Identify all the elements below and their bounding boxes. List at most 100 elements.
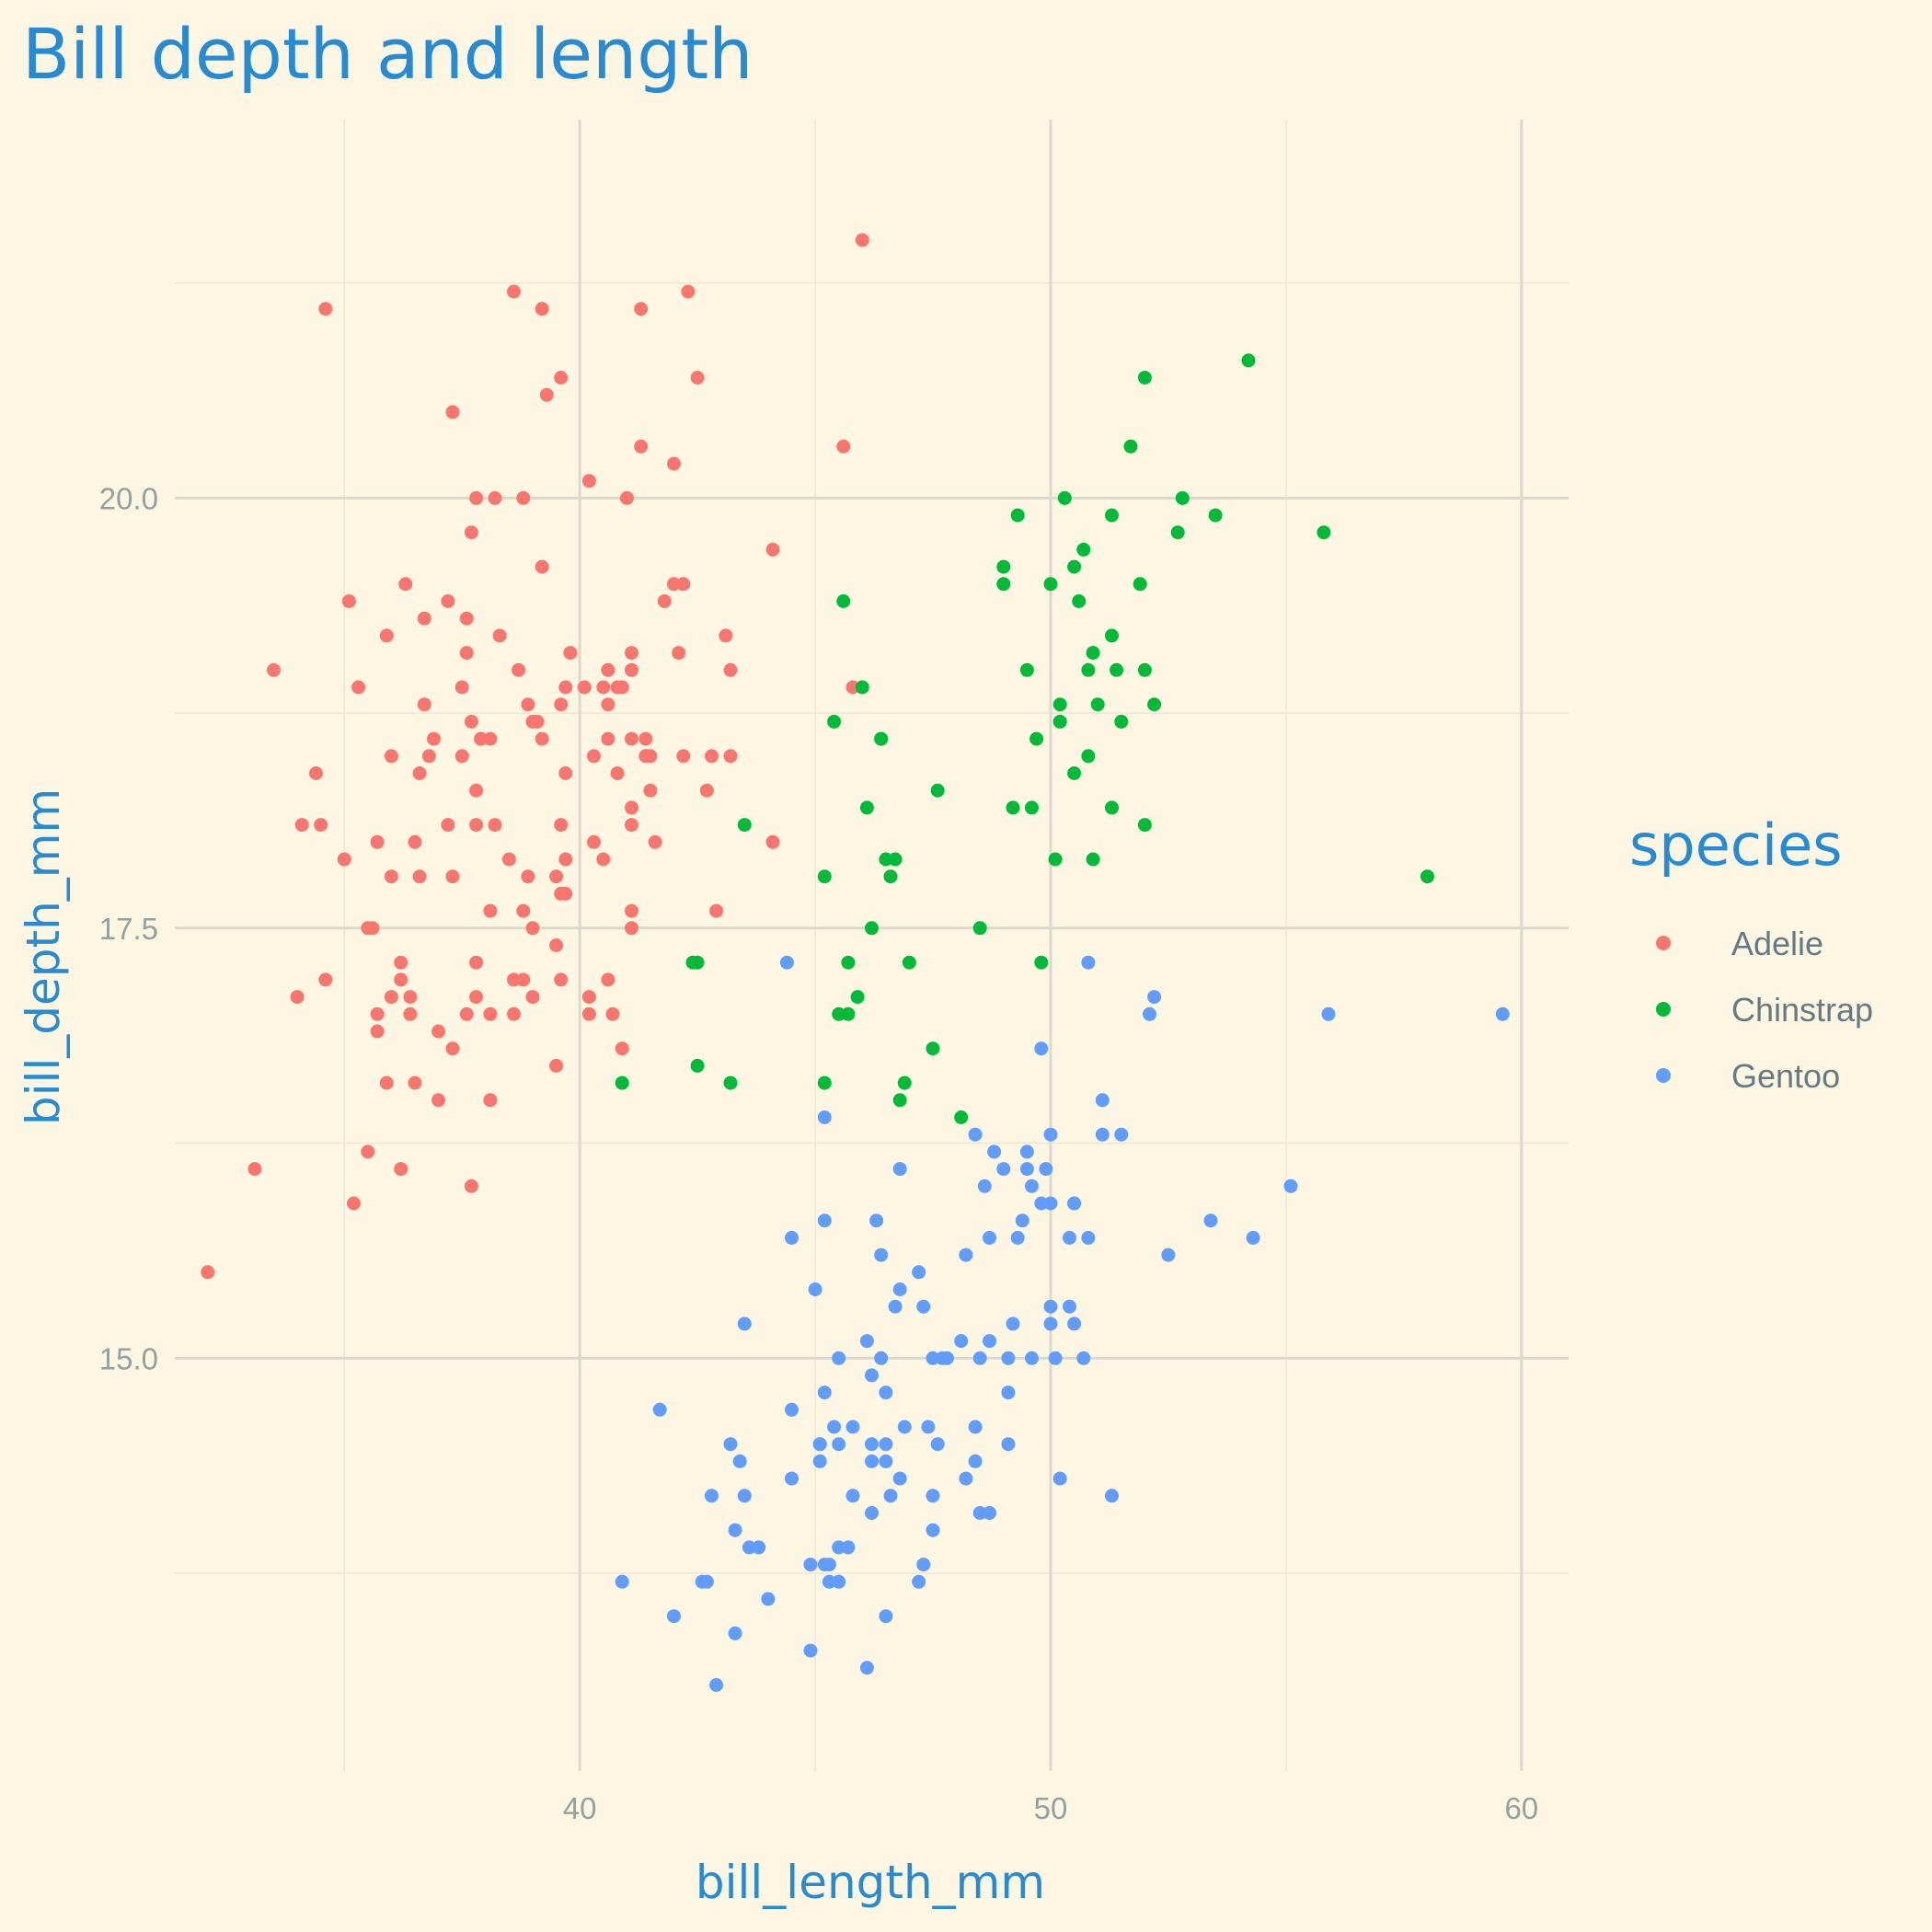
data-point-chinstrap — [1076, 542, 1091, 557]
data-point-adelie — [459, 611, 474, 626]
data-point-adelie — [554, 972, 569, 987]
data-point-gentoo — [1001, 1351, 1016, 1365]
data-point-chinstrap — [1052, 697, 1067, 712]
data-point-chinstrap — [615, 1075, 629, 1090]
data-point-chinstrap — [690, 1058, 705, 1073]
data-point-adelie — [492, 628, 507, 643]
data-point-gentoo — [954, 1334, 969, 1349]
data-point-chinstrap — [1133, 577, 1147, 592]
data-point-gentoo — [879, 1609, 893, 1624]
data-point-adelie — [459, 646, 474, 661]
data-point-adelie — [445, 1041, 460, 1056]
data-point-gentoo — [822, 1574, 836, 1589]
data-point-adelie — [855, 233, 869, 247]
data-point-gentoo — [752, 1540, 766, 1555]
data-point-chinstrap — [883, 869, 898, 884]
data-point-adelie — [681, 284, 696, 299]
data-point-adelie — [581, 1006, 596, 1021]
data-point-gentoo — [737, 1317, 752, 1331]
data-point-adelie — [845, 680, 860, 695]
data-point-adelie — [394, 1162, 408, 1177]
data-point-adelie — [507, 284, 521, 299]
x-axis-title: bill_length_mm — [696, 1856, 1045, 1909]
data-point-adelie — [408, 834, 422, 849]
data-point-gentoo — [1081, 1230, 1096, 1245]
data-point-gentoo — [879, 1454, 893, 1468]
legend: species Adelie Chinstrap Gentoo — [1629, 811, 1873, 1095]
data-point-gentoo — [1246, 1230, 1260, 1245]
data-point-gentoo — [1043, 1299, 1058, 1314]
data-point-adelie — [667, 456, 681, 471]
data-point-gentoo — [817, 1110, 832, 1124]
data-point-adelie — [516, 903, 531, 918]
data-point-adelie — [601, 662, 615, 677]
data-point-adelie — [648, 834, 662, 849]
data-point-adelie — [558, 766, 573, 780]
data-point-gentoo — [935, 1351, 949, 1365]
data-point-adelie — [361, 1144, 375, 1159]
data-point-gentoo — [803, 1558, 818, 1572]
data-point-adelie — [384, 749, 398, 764]
y-axis-ticks: 15.0 17.5 20.0 — [99, 481, 158, 1375]
data-point-adelie — [394, 955, 408, 970]
data-point-adelie — [379, 1075, 394, 1090]
data-point-gentoo — [1081, 955, 1096, 970]
data-point-adelie — [441, 818, 455, 833]
data-point-gentoo — [912, 1574, 926, 1589]
data-point-gentoo — [1039, 1162, 1053, 1177]
data-point-gentoo — [983, 1506, 996, 1520]
data-point-adelie — [690, 371, 705, 385]
data-point-chinstrap — [874, 731, 889, 746]
data-point-chinstrap — [1057, 490, 1072, 505]
data-point-adelie — [836, 439, 851, 454]
data-point-gentoo — [968, 1127, 983, 1142]
data-point-gentoo — [983, 1334, 996, 1349]
y-tick-label: 20.0 — [99, 481, 158, 515]
data-point-gentoo — [865, 1437, 879, 1452]
data-point-chinstrap — [888, 852, 903, 867]
chart-title: Bill depth and length — [22, 13, 753, 95]
data-point-adelie — [634, 439, 649, 454]
data-point-adelie — [412, 766, 427, 780]
data-point-chinstrap — [996, 577, 1011, 592]
data-point-adelie — [709, 903, 724, 918]
data-point-gentoo — [709, 1678, 724, 1692]
data-point-adelie — [370, 1006, 385, 1021]
data-point-gentoo — [779, 955, 794, 970]
data-point-adelie — [290, 990, 305, 1005]
data-point-chinstrap — [1010, 508, 1025, 523]
data-point-adelie — [431, 1024, 446, 1039]
data-point-adelie — [247, 1162, 262, 1177]
data-point-chinstrap — [836, 594, 851, 608]
data-point-gentoo — [803, 1643, 818, 1658]
data-point-gentoo — [959, 1248, 973, 1262]
data-point-adelie — [403, 990, 418, 1005]
legend-key-chinstrap — [1656, 1002, 1671, 1017]
data-point-adelie — [417, 611, 431, 626]
data-point-adelie — [516, 972, 531, 987]
data-point-adelie — [619, 490, 634, 505]
legend-label-chinstrap: Chinstrap — [1731, 991, 1873, 1029]
data-point-gentoo — [865, 1368, 879, 1383]
legend-label-adelie: Adelie — [1731, 925, 1823, 962]
data-point-gentoo — [1321, 1006, 1336, 1021]
data-point-chinstrap — [897, 1075, 912, 1090]
data-point-gentoo — [1019, 1144, 1034, 1159]
data-point-gentoo — [916, 1558, 931, 1572]
data-points — [201, 233, 1510, 1692]
data-point-adelie — [507, 972, 521, 987]
data-point-chinstrap — [996, 559, 1011, 574]
data-point-adelie — [625, 818, 638, 833]
data-point-gentoo — [968, 1420, 983, 1434]
data-point-adelie — [464, 1179, 478, 1193]
data-point-gentoo — [926, 1489, 940, 1503]
data-point-adelie — [483, 903, 498, 918]
series-gentoo — [615, 955, 1510, 1692]
data-point-gentoo — [841, 1540, 856, 1555]
data-point-adelie — [601, 697, 615, 712]
data-point-gentoo — [1010, 1230, 1025, 1245]
data-point-adelie — [370, 1024, 385, 1039]
data-point-adelie — [464, 714, 478, 729]
data-point-adelie — [421, 749, 436, 764]
data-point-gentoo — [1495, 1006, 1510, 1021]
